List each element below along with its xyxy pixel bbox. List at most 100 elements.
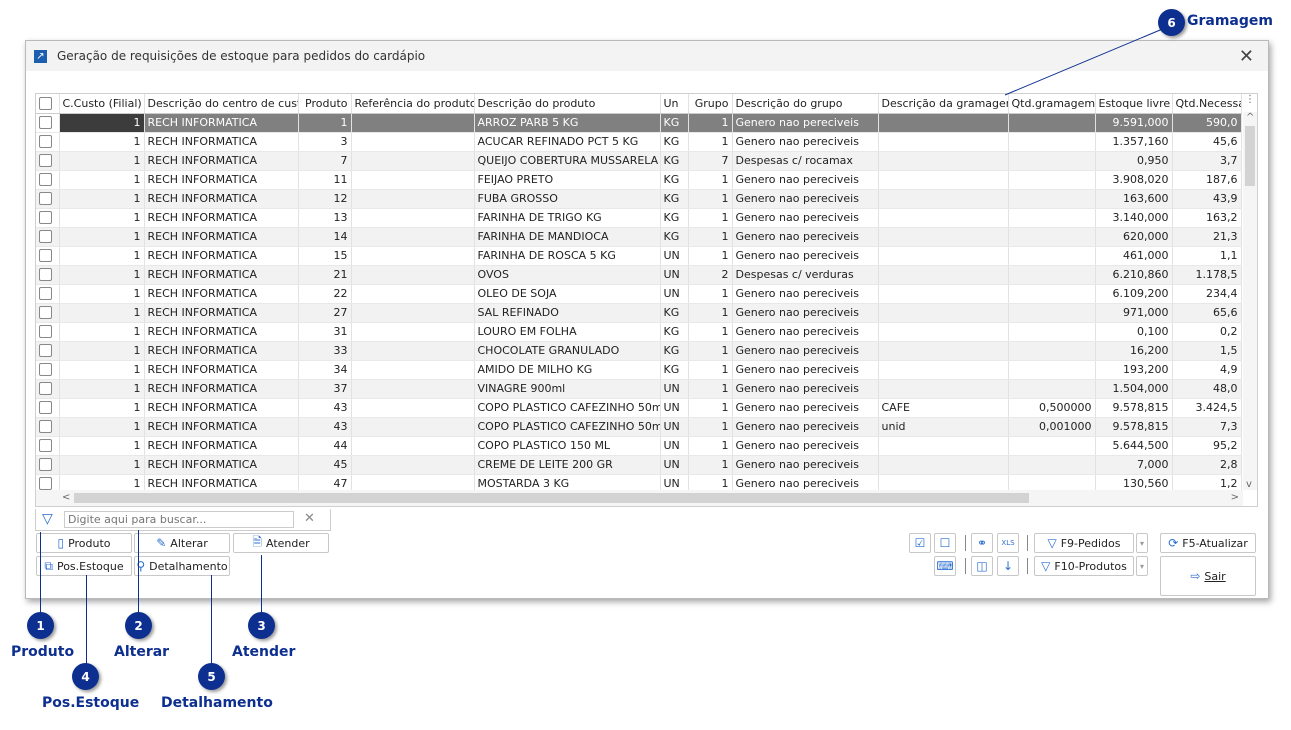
column-header[interactable]: Qtd.Necessa [1172, 94, 1242, 114]
keyboard-button[interactable]: ⌨ [934, 556, 956, 576]
sort-button[interactable]: ↓ [997, 556, 1019, 576]
scroll-right-icon[interactable]: > [1230, 492, 1239, 503]
column-header[interactable]: Referência do produto [351, 94, 475, 114]
column-header[interactable]: Descrição do centro de custo [144, 94, 299, 114]
column-header[interactable]: Qtd.gramagem [1008, 94, 1096, 114]
sair-button[interactable]: ⇨ Sair [1160, 556, 1256, 596]
table-row[interactable]: 1 RECH INFORMATICA 15 FARINHA DE ROSCA 5 KG… [36, 246, 1242, 266]
row-checkbox[interactable] [39, 401, 52, 415]
row-checkbox-cell[interactable] [36, 360, 60, 380]
row-checkbox[interactable] [39, 135, 52, 149]
row-checkbox[interactable] [39, 173, 52, 187]
f5-atualizar-button[interactable]: ⟳ F5-Atualizar [1160, 533, 1256, 553]
row-checkbox-cell[interactable] [36, 265, 60, 285]
checkbox[interactable] [39, 97, 52, 110]
scroll-left-icon[interactable]: < [62, 492, 71, 503]
table-row[interactable]: 1 RECH INFORMATICA 1 ARROZ PARB 5 KG KG 1 Gene… [36, 113, 1242, 133]
row-checkbox-cell[interactable] [36, 455, 60, 475]
row-checkbox-cell[interactable] [36, 398, 60, 418]
row-checkbox-cell[interactable] [36, 284, 60, 304]
table-row[interactable]: 1 RECH INFORMATICA 21 OVOS UN 2 Despesas c/ ve… [36, 265, 1242, 285]
vertical-scroll-thumb[interactable] [1245, 126, 1255, 186]
table-row[interactable]: 1 RECH INFORMATICA 27 SAL REFINADO KG 1 Genero… [36, 303, 1242, 323]
row-checkbox[interactable] [39, 116, 52, 130]
pos-estoque-button[interactable]: ⧉ Pos.Estoque [36, 556, 132, 576]
row-checkbox-cell[interactable] [36, 303, 60, 323]
row-checkbox-cell[interactable] [36, 189, 60, 209]
filter-icon[interactable]: ▽ [42, 511, 53, 527]
row-checkbox[interactable] [39, 306, 52, 320]
table-row[interactable]: 1 RECH INFORMATICA 13 FARINHA DE TRIGO KG KG… [36, 208, 1242, 228]
clear-search-icon[interactable]: ✕ [304, 511, 315, 526]
column-header[interactable]: Descrição do grupo [732, 94, 879, 114]
table-row[interactable]: 1 RECH INFORMATICA 12 FUBA GROSSO KG 1 Genero … [36, 189, 1242, 209]
deselect-all-button[interactable]: ☐ [934, 533, 956, 553]
row-checkbox[interactable] [39, 344, 52, 358]
detalhamento-button[interactable]: ⚲ Detalhamento [134, 556, 230, 576]
row-checkbox[interactable] [39, 458, 52, 472]
row-checkbox[interactable] [39, 154, 52, 168]
row-checkbox-cell[interactable] [36, 227, 60, 247]
atender-button[interactable]: 🗎 Atender [233, 533, 329, 553]
row-checkbox-cell[interactable] [36, 436, 60, 456]
find-button[interactable]: ⚭ [971, 533, 993, 553]
row-checkbox[interactable] [39, 363, 52, 377]
table-row[interactable]: 1 RECH INFORMATICA 34 AMIDO DE MILHO KG KG 1 G… [36, 360, 1242, 380]
column-header[interactable]: Grupo [688, 94, 733, 114]
row-checkbox-cell[interactable] [36, 170, 60, 190]
table-row[interactable]: 1 RECH INFORMATICA 3 ACUCAR REFINADO PCT 5 … [36, 132, 1242, 152]
row-checkbox-cell[interactable] [36, 113, 60, 133]
table-row[interactable]: 1 RECH INFORMATICA 37 VINAGRE 900ml UN 1 Gener… [36, 379, 1242, 399]
column-header[interactable]: Estoque livre [1095, 94, 1173, 114]
row-checkbox-cell[interactable] [36, 379, 60, 399]
alterar-button[interactable]: ✎ Alterar [134, 533, 230, 553]
f9-pedidos-button[interactable]: ▽ F9-Pedidos [1034, 533, 1134, 553]
layout-button[interactable]: ◫ [971, 556, 993, 576]
row-checkbox-cell[interactable] [36, 132, 60, 152]
select-all-header-checkbox[interactable] [36, 94, 60, 114]
row-checkbox-cell[interactable] [36, 417, 60, 437]
column-header[interactable]: C.Custo (Filial) [59, 94, 145, 114]
table-row[interactable]: 1 RECH INFORMATICA 14 FARINHA DE MANDIOCA KG… [36, 227, 1242, 247]
row-checkbox-cell[interactable] [36, 341, 60, 361]
select-all-button[interactable]: ☑ [909, 533, 931, 553]
row-checkbox-cell[interactable] [36, 151, 60, 171]
row-checkbox[interactable] [39, 382, 52, 396]
f9-dropdown[interactable]: ▾ [1136, 533, 1148, 553]
search-input[interactable] [64, 511, 294, 528]
column-options-icon[interactable]: ⋮ [1243, 94, 1257, 112]
column-header[interactable]: Un [660, 94, 689, 114]
row-checkbox[interactable] [39, 287, 52, 301]
row-checkbox[interactable] [39, 477, 52, 491]
column-header[interactable]: Descrição do produto [474, 94, 661, 114]
table-row[interactable]: 1 RECH INFORMATICA 43 COPO PLASTICO CAFEZIN… [36, 417, 1242, 437]
close-icon[interactable]: ✕ [1238, 46, 1254, 67]
row-checkbox[interactable] [39, 439, 52, 453]
row-checkbox[interactable] [39, 325, 52, 339]
horizontal-scrollbar[interactable]: < > [36, 490, 1243, 506]
row-checkbox-cell[interactable] [36, 208, 60, 228]
table-row[interactable]: 1 RECH INFORMATICA 43 COPO PLASTICO CAFEZIN… [36, 398, 1242, 418]
scroll-up-icon[interactable]: ^ [1246, 112, 1255, 123]
row-checkbox[interactable] [39, 420, 52, 434]
column-header[interactable]: Produto [298, 94, 352, 114]
f10-dropdown[interactable]: ▾ [1136, 556, 1148, 576]
row-checkbox[interactable] [39, 249, 52, 263]
produto-button[interactable]: ▯ Produto [36, 533, 132, 553]
row-checkbox[interactable] [39, 192, 52, 206]
scroll-down-icon[interactable]: v [1246, 479, 1252, 490]
export-xls-button[interactable]: XLS [997, 533, 1019, 553]
table-row[interactable]: 1 RECH INFORMATICA 44 COPO PLASTICO 150 ML U… [36, 436, 1242, 456]
f10-produtos-button[interactable]: ▽ F10-Produtos [1034, 556, 1134, 576]
table-row[interactable]: 1 RECH INFORMATICA 22 OLEO DE SOJA UN 1 Genero… [36, 284, 1242, 304]
table-row[interactable]: 1 RECH INFORMATICA 31 LOURO EM FOLHA KG 1 Gene… [36, 322, 1242, 342]
table-row[interactable]: 1 RECH INFORMATICA 11 FEIJAO PRETO KG 1 Genero… [36, 170, 1242, 190]
vertical-scrollbar[interactable]: ^ v [1243, 112, 1257, 490]
row-checkbox[interactable] [39, 211, 52, 225]
row-checkbox-cell[interactable] [36, 246, 60, 266]
row-checkbox[interactable] [39, 268, 52, 282]
row-checkbox[interactable] [39, 230, 52, 244]
column-header[interactable]: Descrição da gramagem [878, 94, 1009, 114]
table-row[interactable]: 1 RECH INFORMATICA 33 CHOCOLATE GRANULADO KG… [36, 341, 1242, 361]
horizontal-scroll-thumb[interactable] [74, 493, 1029, 503]
